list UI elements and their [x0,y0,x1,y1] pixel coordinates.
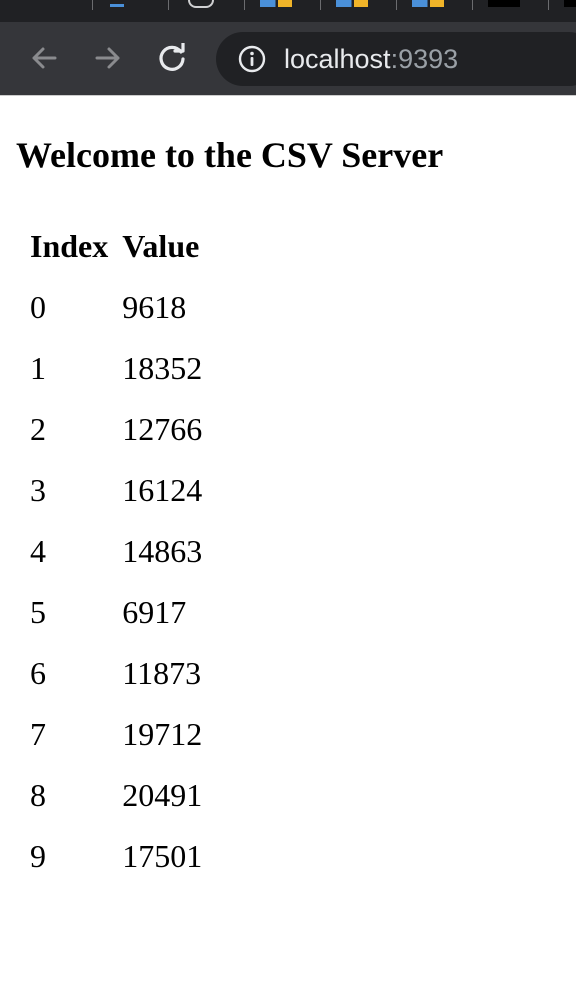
arrow-right-icon [95,47,120,69]
value-cell: 14863 [122,533,203,569]
table-row: 1 18352 [30,338,202,399]
value-cell: 11873 [122,655,202,691]
index-cell: 7 [30,716,46,752]
tab-separator [396,0,397,10]
table-row: 2 12766 [30,399,202,460]
browser-chrome: localhost:9393 [0,0,576,96]
url-host: localhost [284,44,391,74]
tab-separator [92,0,93,10]
table-row: 8 20491 [30,765,202,826]
column-header-value: Value [122,228,200,264]
tab-favicon[interactable] [488,0,520,7]
address-url[interactable]: localhost:9393 [284,32,458,86]
page-title: Welcome to the CSV Server [16,135,444,175]
table-row: 6 11873 [30,643,202,704]
index-cell: 2 [30,411,46,447]
table-row: 5 6917 [30,582,202,643]
toolbar-divider [0,95,576,96]
tab-favicon[interactable] [188,0,214,8]
tab-favicon[interactable] [336,0,368,7]
arrow-left-icon [32,47,57,69]
table-row: 9 17501 [30,826,202,887]
value-cell: 16124 [122,472,203,508]
tab-separator [472,0,473,10]
index-cell: 4 [30,533,46,569]
tab-strip [0,0,576,22]
value-cell: 19712 [122,716,203,752]
value-cell: 20491 [122,777,203,813]
tab-favicon[interactable] [110,0,124,7]
table-row: 0 9618 [30,277,202,338]
address-bar[interactable]: localhost:9393 [216,32,576,86]
index-cell: 3 [30,472,46,508]
table-row: 4 14863 [30,521,202,582]
forward-button[interactable] [88,38,128,78]
value-cell: 17501 [122,838,203,874]
reload-button[interactable] [152,38,192,78]
tab-favicon[interactable] [564,0,576,7]
tab-favicon[interactable] [260,0,292,7]
index-cell: 6 [30,655,46,691]
index-cell: 1 [30,350,46,386]
table-header-row: Index Value [30,216,202,277]
tab-separator [320,0,321,10]
tab-separator [244,0,245,10]
index-cell: 0 [30,289,46,325]
page-content: Welcome to the CSV Server Index Value 0 … [0,96,576,982]
browser-toolbar: localhost:9393 [0,22,576,96]
value-cell: 6917 [122,594,187,630]
info-icon[interactable] [238,45,266,73]
tab-separator [548,0,549,10]
tab-favicon[interactable] [412,0,444,7]
value-cell: 12766 [122,411,203,447]
url-port: :9393 [390,44,459,74]
index-cell: 9 [30,838,46,874]
value-cell: 9618 [122,289,187,325]
reload-icon [159,43,185,71]
back-button[interactable] [24,38,64,78]
value-cell: 18352 [122,350,203,386]
table-row: 3 16124 [30,460,202,521]
table-row: 7 19712 [30,704,202,765]
tab-separator [168,0,169,10]
column-header-index: Index [30,228,109,264]
csv-table: Index Value 0 9618 1 18352 2 12766 3 161… [16,216,216,887]
index-cell: 5 [30,594,46,630]
index-cell: 8 [30,777,46,813]
